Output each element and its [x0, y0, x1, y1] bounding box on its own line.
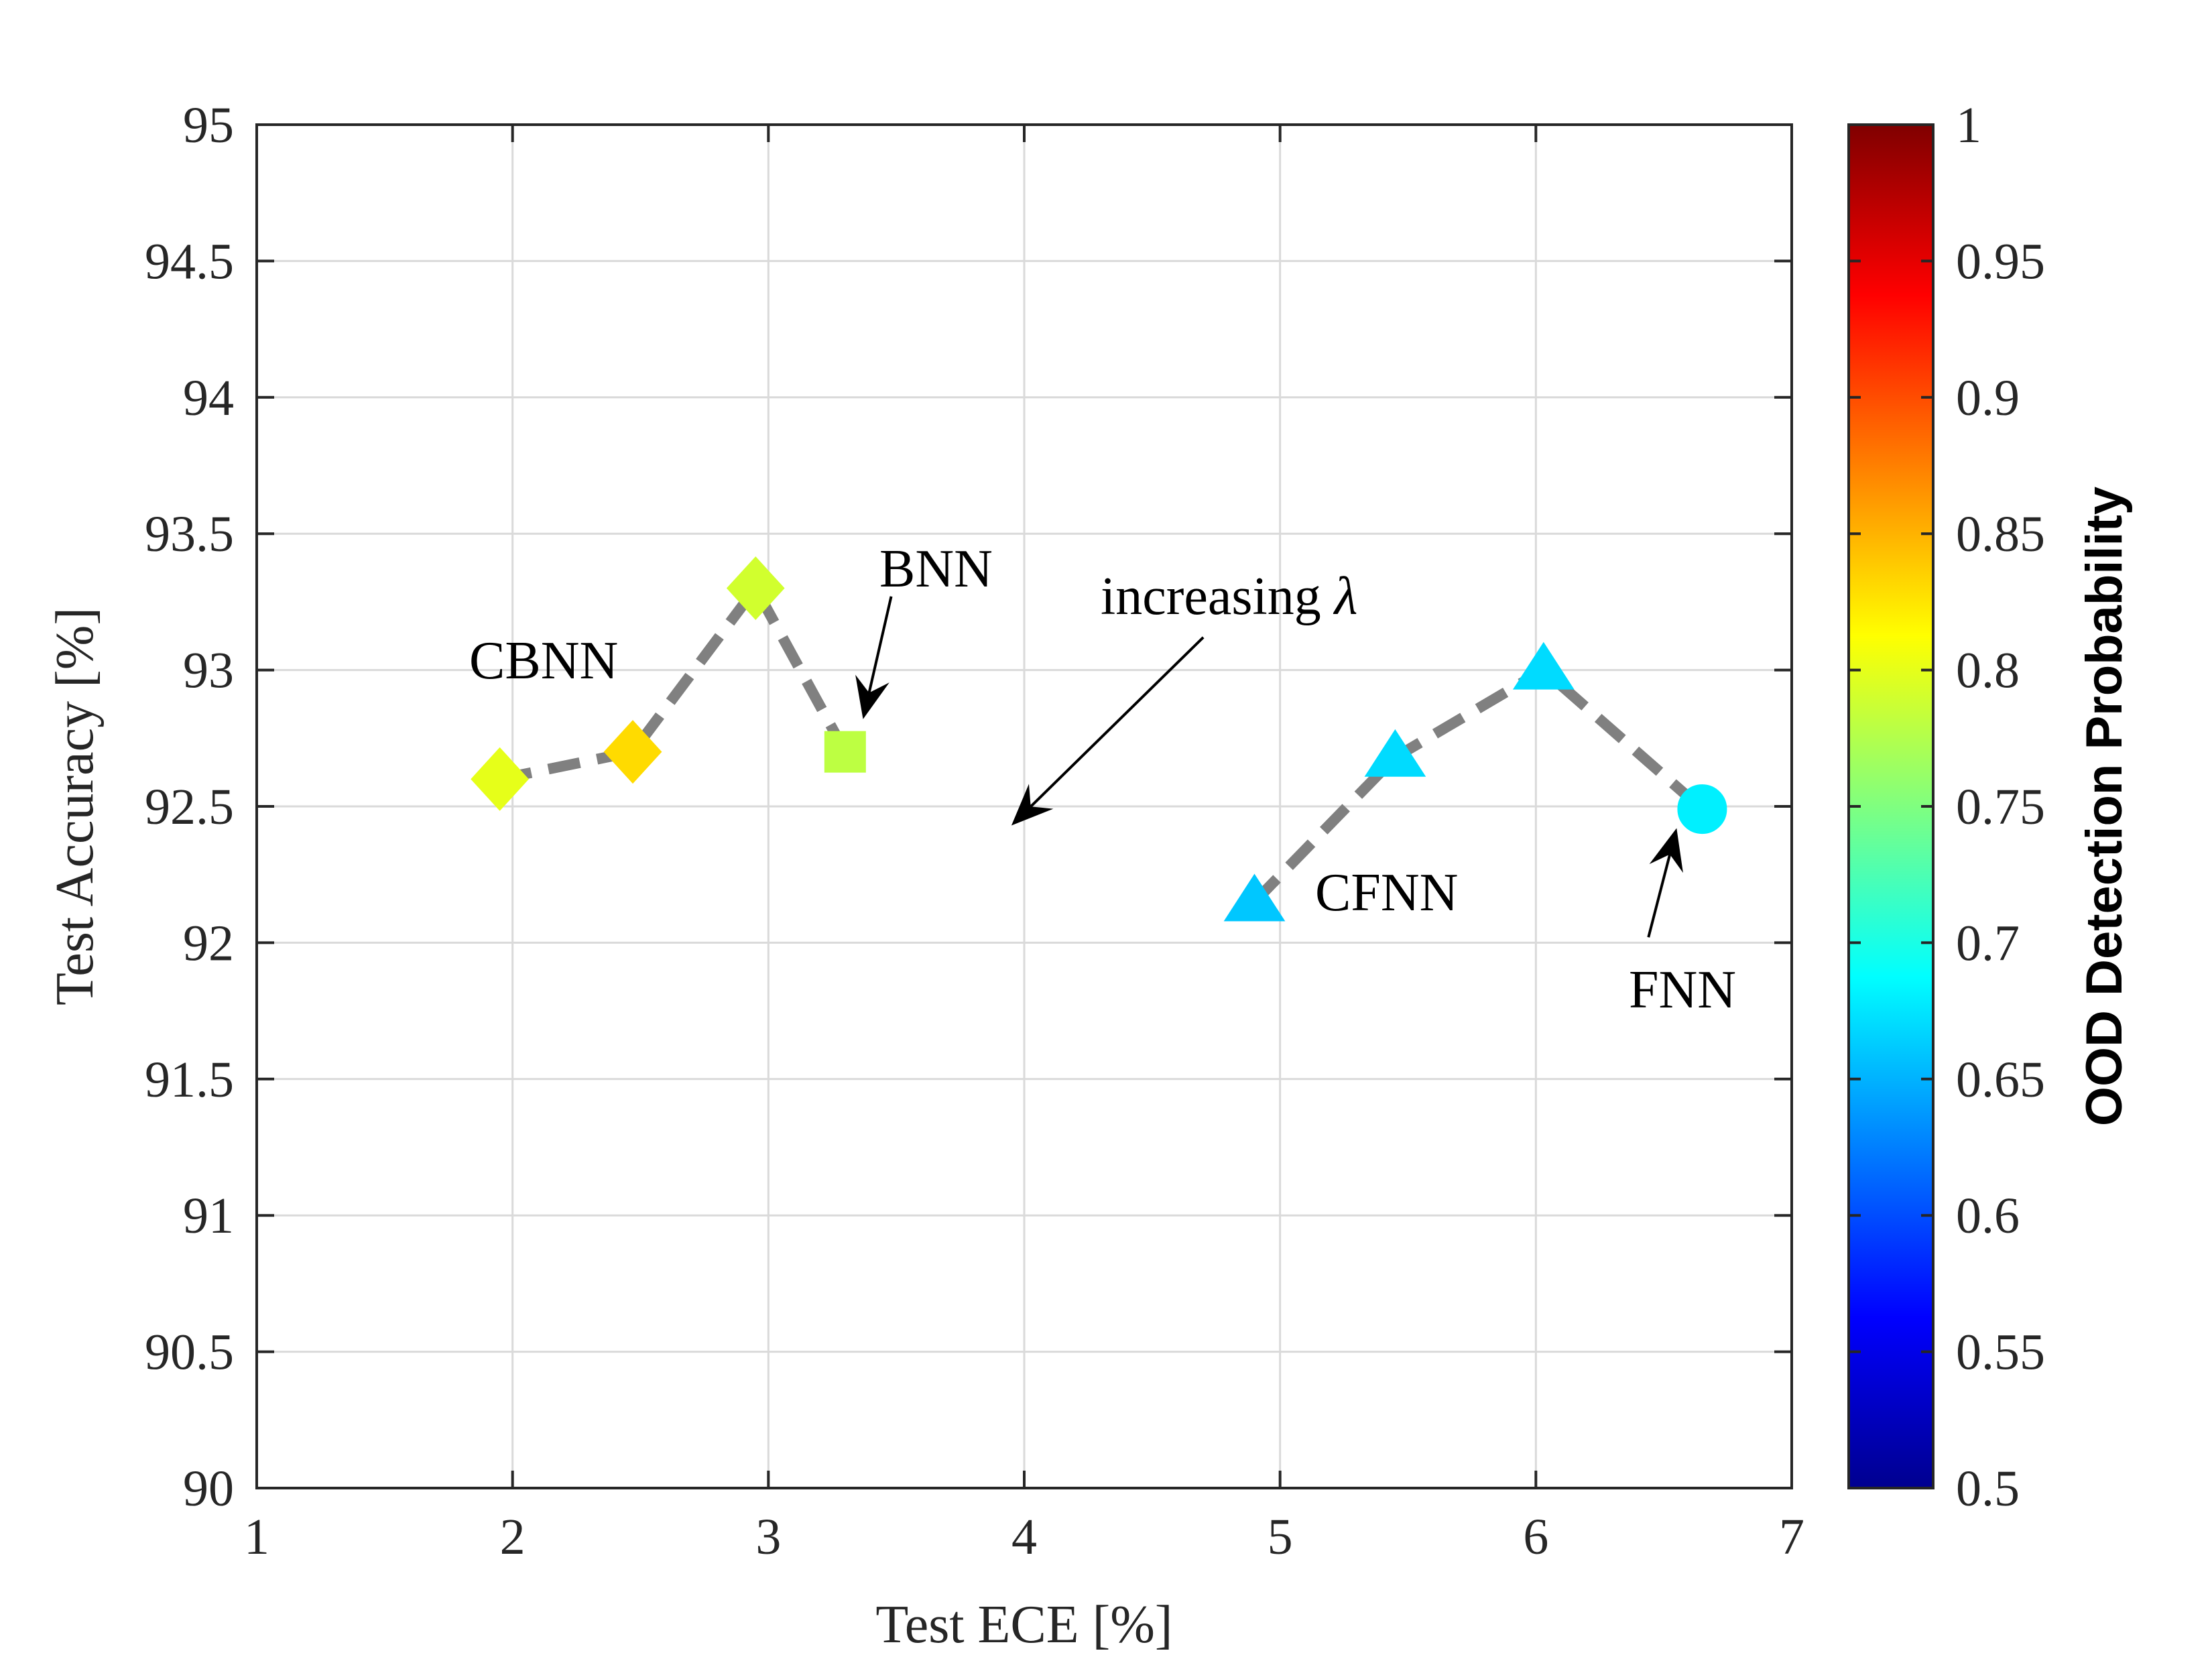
x-tick-label: 7	[1779, 1509, 1804, 1565]
y-tick-label: 92.5	[145, 779, 234, 835]
cbnn-marker	[726, 556, 785, 621]
colorbar-gradient	[1847, 123, 1934, 1489]
cbnn-marker	[603, 720, 662, 784]
annotation-cfnn: CFNN	[1315, 863, 1458, 922]
bnn-marker	[824, 731, 866, 773]
annotation-increasing-lambda: increasing λ	[1101, 567, 1357, 626]
colorbar-tick-label: 0.95	[1956, 233, 2045, 290]
annotations: CBNN BNN increasing λ CFNN FNN	[469, 540, 1736, 1020]
x-axis-title: Test ECE [%]	[875, 1595, 1172, 1654]
x-tick-label: 5	[1268, 1509, 1293, 1565]
dashed-line-fnn-path	[1250, 664, 1706, 906]
colorbar-tick-label: 0.6	[1956, 1188, 2020, 1244]
x-tick-label: 1	[244, 1509, 269, 1565]
cfnn-marker	[1512, 641, 1575, 690]
x-tick-label: 4	[1011, 1509, 1037, 1565]
colorbar-tick-label: 0.55	[1956, 1325, 2045, 1381]
fnn-arrow-shaft	[1647, 854, 1672, 938]
colorbar-tick-label: 0.5	[1956, 1461, 2020, 1517]
lambda-arrow-head	[1011, 784, 1054, 826]
colorbar-tick-label: 0.7	[1956, 915, 2020, 971]
cfnn-marker	[1364, 729, 1426, 777]
y-tick-label: 94	[183, 370, 234, 426]
colorbar-tick-label: 0.65	[1956, 1052, 2045, 1108]
y-tick-label: 90.5	[145, 1325, 234, 1381]
x-tick-label: 2	[500, 1509, 526, 1565]
colorbar-tick-label: 0.8	[1956, 643, 2020, 699]
colorbar-tick-label: 0.75	[1956, 779, 2045, 835]
fnn-arrow-head	[1649, 828, 1683, 873]
cbnn-marker	[471, 747, 529, 811]
y-tick-label: 94.5	[145, 233, 234, 290]
fnn-marker	[1677, 784, 1727, 835]
y-tick-label: 90	[183, 1461, 234, 1517]
x-tick-label: 6	[1523, 1509, 1548, 1565]
y-tick-label: 93.5	[145, 506, 234, 562]
colorbar-tick-label: 1	[1956, 97, 1981, 153]
lambda-symbol: λ	[1333, 567, 1358, 626]
colorbar-tick-label: 0.85	[1956, 506, 2045, 562]
y-axis-title: Test Accuracy [%]	[46, 607, 105, 1005]
y-tick-label: 93	[183, 643, 234, 699]
y-tick-labels: 90 90.5 91 91.5 92 92.5 93 93.5 94 94.5 95	[145, 97, 234, 1517]
y-tick-label: 95	[183, 97, 234, 153]
colorbar-title: OOD Detection Probability	[2076, 487, 2133, 1126]
cfnn-marker	[1223, 873, 1286, 922]
annotation-bnn: BNN	[879, 540, 993, 599]
x-tick-label: 3	[755, 1509, 781, 1565]
x-tick-labels: 1 2 3 4 5 6 7	[244, 1509, 1804, 1565]
increasing-text: increasing	[1101, 567, 1335, 626]
data-markers	[471, 556, 1727, 922]
annotation-cbnn: CBNN	[469, 631, 618, 690]
dashed-line-bnn-path	[498, 582, 850, 785]
colorbar-ticks	[1849, 123, 1933, 1489]
bnn-arrow-head	[855, 674, 889, 719]
y-tick-label: 92	[183, 915, 234, 971]
annotation-arrows	[855, 596, 1683, 938]
y-tick-label: 91.5	[145, 1052, 234, 1108]
y-tick-label: 91	[183, 1188, 234, 1244]
axis-ticks	[255, 123, 1793, 1489]
bnn-arrow-shaft	[867, 596, 893, 693]
annotation-fnn: FNN	[1629, 961, 1736, 1020]
lambda-arrow-shaft	[1030, 636, 1205, 808]
colorbar-tick-label: 0.9	[1956, 370, 2020, 426]
dashed-series-lines	[498, 582, 1706, 906]
colorbar-tick-labels: 0.5 0.55 0.6 0.65 0.7 0.75 0.8 0.85 0.9 0.95 1	[1956, 97, 2045, 1517]
colorbar: 0.5 0.55 0.6 0.65 0.7 0.75 0.8 0.85 0.9 0.95 1 OOD…	[1847, 97, 2133, 1517]
